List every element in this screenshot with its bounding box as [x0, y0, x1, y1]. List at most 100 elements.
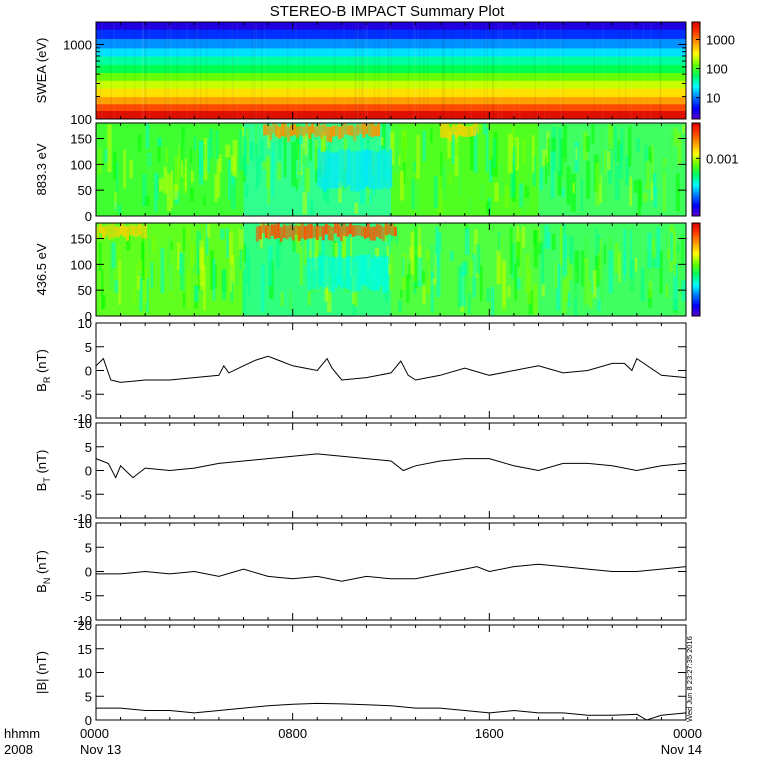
heatmap-feature: [294, 224, 298, 235]
heatmap-feature: [267, 225, 271, 240]
heatmap-texture: [177, 132, 182, 147]
heatmap-texture: [435, 226, 439, 267]
heatmap-feature: [326, 149, 330, 189]
heatmap-feature: [291, 226, 295, 241]
panel-frame: [95, 322, 687, 419]
heatmap-texture: [630, 22, 633, 119]
heatmap-texture: [486, 22, 489, 119]
heatmap-texture: [594, 255, 600, 287]
heatmap-texture: [170, 170, 173, 208]
heatmap-feature: [390, 223, 394, 236]
heatmap-feature: [470, 125, 474, 137]
heatmap-texture: [98, 242, 102, 271]
series-line-br: [95, 355, 687, 383]
heatmap-feature: [102, 226, 105, 239]
heatmap-texture: [361, 22, 364, 119]
heatmap-row: [96, 72, 686, 81]
colorbar: [691, 222, 701, 317]
heatmap-feature: [299, 125, 303, 136]
heatmap-feature: [308, 125, 312, 139]
heatmap-row: [96, 55, 686, 65]
heatmap-texture: [566, 166, 571, 205]
heatmap-texture: [107, 124, 112, 173]
heatmap-texture: [514, 263, 517, 301]
heatmap-texture: [402, 131, 407, 163]
heatmap-texture: [331, 233, 335, 255]
heatmap-feature: [320, 151, 324, 189]
heatmap-texture: [504, 185, 509, 208]
colorbar-tick-label: 1000: [706, 32, 735, 47]
heatmap-texture: [480, 183, 485, 200]
heatmap-feature: [374, 125, 378, 137]
heatmap-texture: [608, 249, 613, 294]
heatmap-feature: [382, 257, 386, 294]
heatmap-texture: [231, 22, 234, 119]
heatmap-texture: [443, 22, 446, 119]
heatmap-texture: [509, 227, 513, 274]
heatmap-texture: [411, 179, 415, 210]
heatmap-texture: [157, 137, 162, 147]
heatmap-texture: [527, 145, 530, 192]
heatmap-texture: [263, 22, 266, 119]
heatmap-row: [96, 22, 686, 30]
heatmap-texture: [142, 22, 144, 119]
heatmap-texture: [230, 176, 236, 210]
heatmap-texture: [412, 22, 415, 119]
heatmap-texture: [248, 256, 251, 298]
heatmap-texture: [496, 250, 501, 285]
heatmap-feature: [132, 224, 135, 236]
heatmap-feature: [108, 224, 111, 240]
heatmap-feature: [362, 150, 366, 189]
heatmap-texture: [659, 22, 662, 119]
heatmap-feature: [266, 124, 270, 136]
heatmap-feature: [393, 226, 397, 237]
heatmap-texture: [100, 22, 102, 119]
heatmap-feature: [276, 223, 280, 238]
heatmap-texture: [229, 268, 233, 292]
heatmap-texture: [387, 264, 391, 275]
heatmap-feature: [96, 226, 99, 238]
heatmap-feature: [279, 226, 283, 242]
heatmap-texture: [144, 195, 150, 207]
heatmap-feature: [337, 255, 341, 286]
y-label-main: B: [34, 383, 49, 392]
heatmap-feature: [324, 223, 328, 235]
heatmap-texture: [604, 149, 607, 175]
heatmap-texture: [440, 151, 443, 187]
heatmap-feature: [384, 223, 388, 236]
heatmap-texture: [677, 132, 682, 167]
heatmap-feature: [381, 226, 385, 242]
heatmap-texture: [618, 22, 621, 119]
heatmap-texture: [600, 127, 603, 169]
heatmap-feature: [332, 125, 336, 137]
heatmap-texture: [203, 138, 208, 180]
heatmap-texture: [539, 168, 543, 191]
heatmap-texture: [454, 131, 459, 177]
heatmap-texture: [488, 159, 493, 183]
heatmap-texture: [547, 138, 550, 176]
heatmap-texture: [178, 142, 181, 181]
heatmap-texture: [124, 22, 126, 119]
heatmap-texture: [628, 126, 632, 167]
heatmap-feature: [287, 126, 291, 142]
heatmap-texture: [310, 200, 314, 216]
heatmap-texture: [408, 263, 411, 279]
heatmap-texture: [183, 128, 188, 172]
heatmap-texture: [653, 187, 658, 208]
heatmap-feature: [320, 124, 324, 139]
heatmap-texture: [544, 156, 548, 184]
heatmap-feature: [350, 124, 354, 137]
timestamp: Wed Jun 8 23:27:35 2016: [685, 636, 694, 722]
heatmap-texture: [554, 262, 558, 289]
heatmap-feature: [126, 226, 129, 241]
heatmap-texture: [464, 22, 466, 119]
y-tick-label: 5: [85, 540, 92, 555]
heatmap-texture: [598, 174, 603, 203]
heatmap-feature: [317, 149, 321, 187]
heatmap-texture: [522, 138, 526, 163]
heatmap-texture: [572, 182, 575, 194]
heatmap-feature: [120, 223, 123, 235]
heatmap-texture: [390, 22, 392, 119]
heatmap-texture: [562, 279, 567, 314]
heatmap-texture: [203, 196, 206, 207]
